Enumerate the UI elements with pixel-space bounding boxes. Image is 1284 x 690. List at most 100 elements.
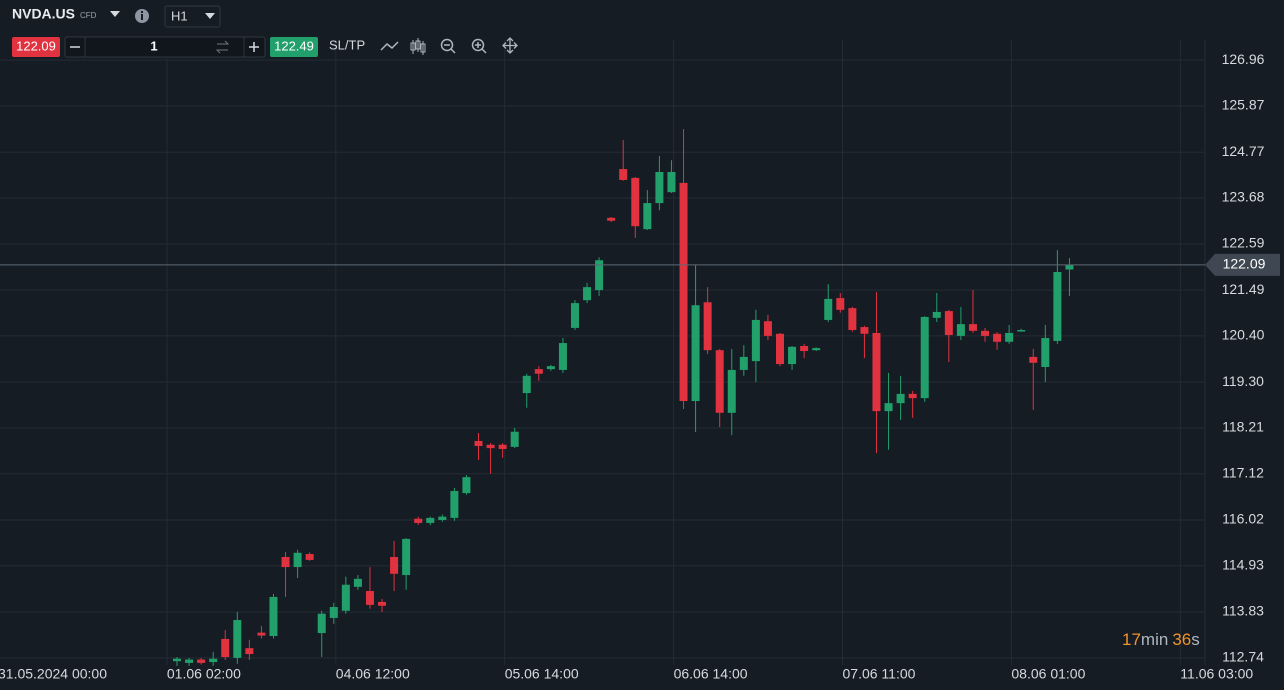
symbol[interactable]: NVDA.US bbox=[12, 6, 75, 22]
candle-body bbox=[776, 333, 784, 365]
candle-body bbox=[378, 601, 387, 606]
candle-body bbox=[281, 556, 290, 568]
quantity-box[interactable] bbox=[64, 36, 266, 58]
candle-body bbox=[197, 659, 206, 663]
candle-body bbox=[944, 311, 953, 336]
candle-body bbox=[703, 302, 712, 351]
timeframe-dropdown[interactable] bbox=[205, 13, 215, 19]
candle-body bbox=[968, 324, 977, 331]
y-tick-label: 119.30 bbox=[1222, 373, 1264, 389]
timer-seconds: 36 bbox=[1172, 630, 1191, 649]
y-tick-label: 117.12 bbox=[1222, 464, 1264, 480]
candle-body bbox=[510, 431, 519, 447]
sl-tp-button[interactable]: SL/TP bbox=[329, 37, 365, 52]
candle-body bbox=[245, 648, 254, 655]
candle-body bbox=[884, 403, 893, 412]
zoom-in-icon[interactable] bbox=[471, 38, 485, 52]
current-price-marker bbox=[1205, 253, 1280, 276]
current-price-label: 122.09 bbox=[1223, 256, 1266, 272]
quantity[interactable]: 1 bbox=[150, 38, 157, 53]
y-tick-label: 114.93 bbox=[1222, 557, 1264, 573]
candle-body bbox=[498, 444, 507, 449]
y-tick-label: 125.87 bbox=[1222, 97, 1265, 113]
candle-body bbox=[848, 308, 857, 331]
candle-body bbox=[209, 658, 218, 663]
symbol-dropdown[interactable] bbox=[110, 11, 120, 17]
candle-body bbox=[643, 203, 652, 230]
candle-body bbox=[739, 356, 748, 370]
y-tick-label: 124.77 bbox=[1222, 143, 1265, 159]
candle-body bbox=[932, 311, 941, 318]
pan-icon[interactable] bbox=[502, 37, 518, 54]
line-chart-icon[interactable] bbox=[380, 41, 399, 51]
x-tick-label: 01.06 02:00 bbox=[167, 666, 241, 682]
candle-body bbox=[824, 298, 833, 320]
timer-min-unit: min bbox=[1141, 630, 1168, 649]
candle-body bbox=[655, 171, 664, 204]
candle-body bbox=[558, 343, 567, 370]
candle-body bbox=[414, 518, 423, 523]
candle-body bbox=[860, 327, 869, 334]
candle-body bbox=[836, 298, 845, 310]
candle-body bbox=[221, 638, 230, 658]
candle-body bbox=[872, 332, 881, 412]
candle-body bbox=[293, 552, 302, 568]
y-tick-label: 112.74 bbox=[1222, 649, 1264, 665]
x-tick-label: 08.06 01:00 bbox=[1011, 666, 1085, 682]
candle-body bbox=[896, 393, 905, 404]
timeframe[interactable]: H1 bbox=[171, 8, 188, 23]
zoom-out-glyph bbox=[444, 44, 456, 54]
y-tick-label: 126.96 bbox=[1222, 51, 1265, 67]
x-tick-label: 07.06 11:00 bbox=[843, 666, 916, 682]
candle-body bbox=[920, 316, 929, 399]
candle-body bbox=[691, 305, 700, 402]
zoom-in-glyph bbox=[475, 42, 487, 54]
zoom-out-icon[interactable] bbox=[440, 38, 454, 52]
candle-timer: 17min 36s bbox=[1122, 630, 1200, 649]
buy-button[interactable] bbox=[270, 37, 318, 57]
candle-body bbox=[981, 330, 990, 336]
timer-minutes: 17 bbox=[1122, 630, 1141, 649]
candle-body bbox=[546, 366, 555, 370]
candle-body bbox=[233, 620, 242, 658]
x-tick-label: 04.06 12:00 bbox=[336, 666, 410, 682]
y-tick-label: 122.59 bbox=[1222, 235, 1265, 251]
candle-body bbox=[305, 554, 314, 560]
x-tick-label: 11.06 03:00 bbox=[1180, 666, 1253, 682]
candle-body bbox=[1065, 264, 1074, 270]
candle-body bbox=[993, 333, 1002, 342]
candle-body bbox=[763, 321, 772, 336]
candle-body bbox=[426, 517, 435, 523]
candle-body bbox=[257, 632, 266, 636]
candle-body bbox=[365, 591, 374, 605]
timeframe-box[interactable] bbox=[164, 5, 221, 28]
plot: 31.05.2024 00:00 01.06 02:00 04.06 12:00 05… bbox=[0, 40, 1280, 682]
candle-body bbox=[1029, 356, 1038, 363]
candle-icon[interactable] bbox=[410, 38, 426, 55]
candle-body bbox=[173, 658, 181, 662]
candle-body bbox=[1017, 330, 1026, 332]
y-tick-label: 113.83 bbox=[1222, 603, 1264, 619]
buy-price[interactable]: 122.49 bbox=[274, 38, 314, 53]
candle-body bbox=[583, 287, 592, 301]
candle-body bbox=[341, 584, 350, 611]
candle-body bbox=[1053, 272, 1062, 341]
candle-body bbox=[751, 319, 760, 362]
x-tick-label: 31.05.2024 00:00 bbox=[0, 666, 107, 682]
sell-button[interactable] bbox=[12, 37, 60, 57]
x-tick-label: 05.06 14:00 bbox=[505, 666, 579, 682]
candle-body bbox=[1041, 337, 1050, 368]
candle-body bbox=[185, 659, 194, 663]
candle-body bbox=[438, 516, 447, 520]
candle-body bbox=[727, 369, 736, 413]
y-tick-label: 116.02 bbox=[1222, 511, 1264, 527]
swap-icon[interactable] bbox=[215, 40, 230, 54]
y-tick-label: 120.40 bbox=[1222, 327, 1265, 343]
sell-price[interactable]: 122.09 bbox=[16, 38, 56, 53]
plus-button[interactable] bbox=[249, 42, 259, 52]
candle-body bbox=[474, 440, 483, 447]
candle-body bbox=[570, 303, 579, 328]
